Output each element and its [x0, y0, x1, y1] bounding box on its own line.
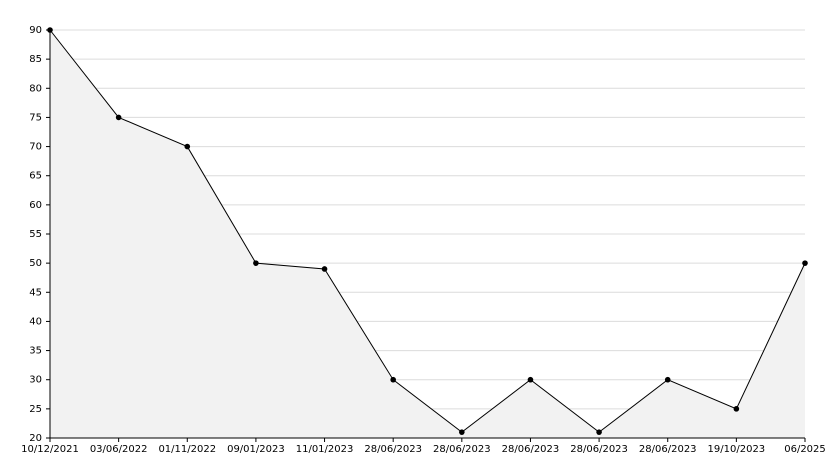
y-tick-label: 45 — [29, 287, 42, 298]
x-tick-label: 28/06/2023 — [364, 444, 422, 455]
y-tick-label: 75 — [29, 112, 42, 123]
marker — [115, 114, 122, 121]
y-tick-label: 70 — [29, 142, 42, 153]
x-tick-label: 11/01/2023 — [296, 444, 354, 455]
y-tick-label: 30 — [29, 375, 42, 386]
marker — [184, 143, 191, 150]
y-tick-label: 90 — [29, 25, 42, 36]
x-tick-label: 28/06/2023 — [502, 444, 560, 455]
marker — [596, 429, 602, 435]
marker — [802, 260, 808, 266]
y-tick-label: 50 — [29, 258, 42, 269]
x-tick-label: 28/06/2023 — [639, 444, 697, 455]
y-tick-label: 65 — [29, 171, 42, 182]
y-tick-label: 60 — [29, 200, 42, 211]
x-tick-label: 19/10/2023 — [708, 444, 766, 455]
y-tick-label: 25 — [29, 404, 42, 415]
x-tick-label: 01/11/2022 — [158, 444, 216, 455]
y-tick-label: 35 — [29, 346, 42, 357]
y-tick-label: 40 — [29, 316, 42, 327]
y-tick-label: 85 — [29, 54, 42, 65]
marker — [733, 406, 740, 412]
x-tick-label: 10/12/2021 — [21, 444, 79, 455]
marker — [390, 376, 396, 383]
x-tick-label: 09/01/2023 — [227, 444, 285, 455]
marker — [321, 266, 328, 272]
marker — [527, 376, 534, 383]
y-tick-label: 80 — [29, 83, 42, 94]
y-tick-label: 20 — [29, 433, 42, 444]
marker — [253, 260, 259, 266]
x-tick-label: 28/06/2023 — [570, 444, 628, 455]
y-tick-label: 55 — [29, 229, 42, 240]
line — [49, 29, 806, 433]
marker — [459, 429, 465, 435]
x-tick-label: 06/2025 — [784, 444, 826, 455]
area — [50, 30, 805, 438]
x-tick-label: 03/06/2022 — [90, 444, 148, 455]
marker — [664, 376, 671, 383]
x-tick-label: 28/06/2023 — [433, 444, 491, 455]
